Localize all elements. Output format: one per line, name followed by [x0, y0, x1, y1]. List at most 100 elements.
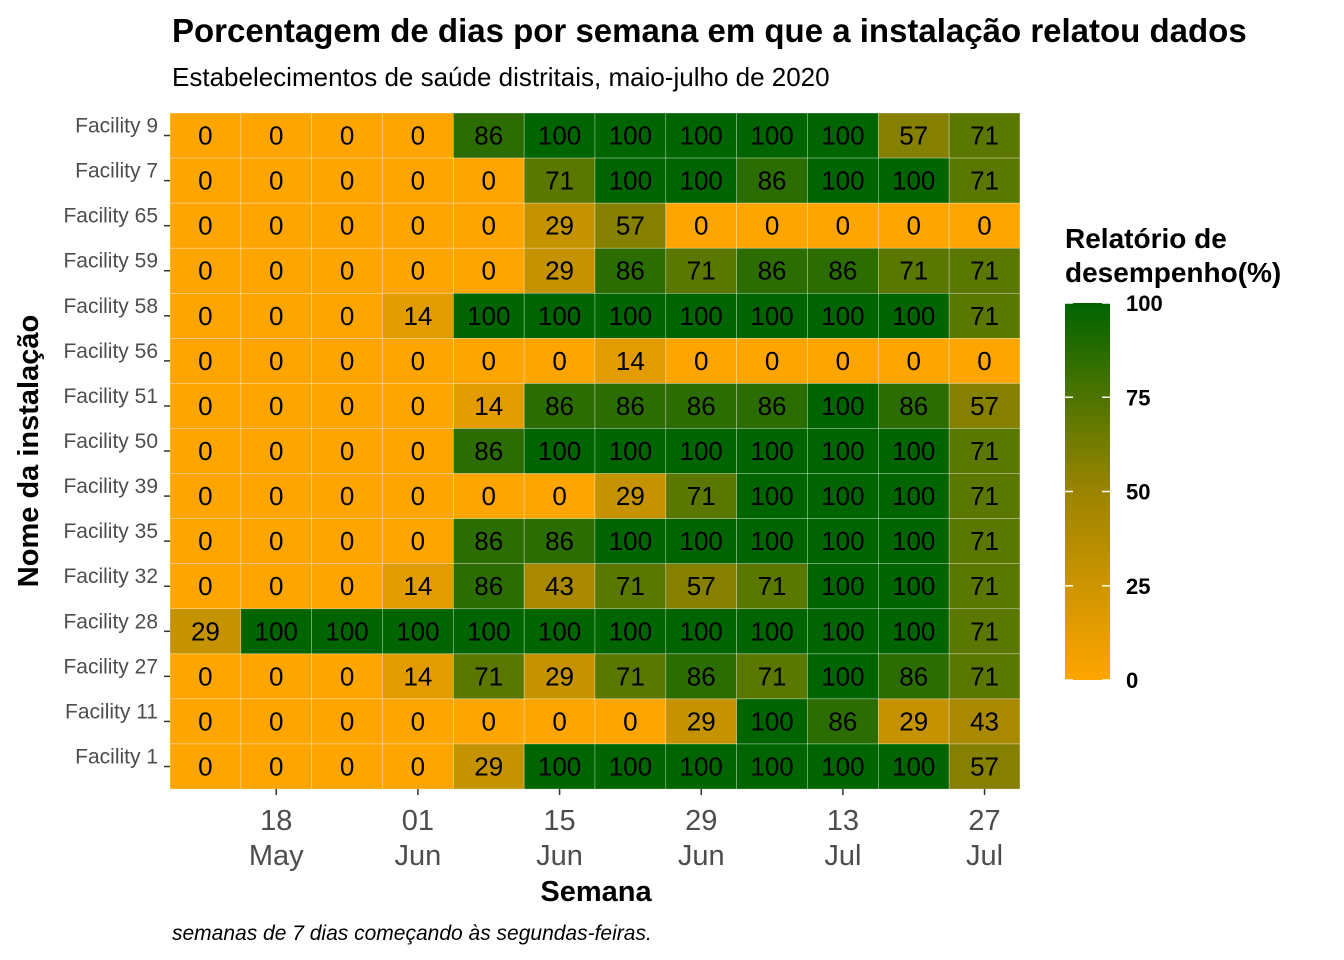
heatmap-cell [948, 743, 1021, 790]
heatmap-cell [807, 518, 879, 565]
cell-value-label: 0 [340, 211, 354, 241]
heatmap-cell [594, 202, 667, 249]
cell-value-label: 0 [340, 706, 354, 736]
y-tick-label: Facility 11 [65, 700, 158, 723]
heatmap-cell [948, 563, 1021, 610]
cell-value-label: 100 [821, 391, 864, 421]
heatmap-cell [877, 473, 950, 519]
cell-value-label: 71 [970, 301, 999, 331]
heatmap-cell [665, 428, 737, 474]
heatmap-cell [948, 698, 1021, 745]
cell-value-label: 71 [970, 661, 999, 691]
heatmap-cell [877, 743, 950, 790]
heatmap-cell [453, 383, 525, 429]
cell-value-label: 71 [474, 661, 503, 691]
cell-value-label: 100 [821, 571, 864, 601]
cell-value-label: 0 [482, 211, 496, 241]
cell-value-label: 0 [269, 301, 283, 331]
x-tick-label-month: Jul [824, 840, 861, 872]
cell-value-label: 0 [482, 481, 496, 511]
heatmap-cell [240, 743, 312, 790]
cell-value-label: 86 [758, 256, 787, 286]
heatmap-cell [453, 157, 525, 204]
cell-value-label: 100 [680, 526, 723, 556]
heatmap-cell [807, 473, 879, 519]
cell-value-label: 0 [482, 256, 496, 286]
heatmap-cell [736, 653, 808, 700]
heatmap-cell [311, 247, 383, 294]
cell-value-label: 0 [269, 436, 283, 466]
heatmap-cell [877, 247, 950, 294]
cell-value-label: 100 [609, 121, 652, 151]
heatmap-cell [594, 653, 667, 700]
x-tick-label-month: Jun [536, 840, 583, 872]
cell-value-label: 100 [750, 481, 793, 511]
heatmap-cell [594, 563, 667, 610]
color-legend: Relatório de desempenho(%) 100 75 50 25 0 [1065, 223, 1281, 693]
heatmap-cell [240, 428, 312, 474]
cell-value-label: 57 [899, 121, 928, 151]
cell-value-label: 71 [970, 526, 999, 556]
heatmap-cell [807, 698, 879, 745]
x-tick-label-month: May [249, 840, 304, 872]
cell-value-label: 0 [269, 571, 283, 601]
heatmap-cell [240, 563, 312, 610]
cell-value-label: 0 [269, 526, 283, 556]
heatmap-cell [453, 698, 525, 745]
heatmap-cell [169, 202, 242, 249]
cell-value-label: 0 [340, 526, 354, 556]
cell-value-label: 100 [750, 752, 793, 782]
cell-value-label: 86 [616, 256, 645, 286]
heatmap-cell [594, 743, 667, 790]
cell-value-label: 0 [340, 121, 354, 151]
cell-value-label: 0 [340, 481, 354, 511]
heatmap-cell [523, 653, 596, 700]
heatmap-cell [453, 743, 525, 790]
heatmap-cell [382, 112, 454, 159]
heatmap-cell [877, 698, 950, 745]
y-axis-title: Nome da instalação [13, 315, 45, 587]
heatmap-cell [736, 428, 808, 474]
cell-value-label: 100 [538, 301, 581, 331]
legend-tick-label: 100 [1126, 291, 1163, 316]
cell-value-label: 86 [474, 436, 503, 466]
cell-value-label: 71 [899, 256, 928, 286]
cell-value-label: 86 [545, 526, 574, 556]
x-tick-label-day: 18 [260, 805, 292, 837]
heatmap-cells [169, 112, 1021, 790]
heatmap-cell [948, 292, 1021, 339]
cell-value-label: 100 [680, 166, 723, 196]
heatmap-cell [240, 653, 312, 700]
cell-value-label: 0 [340, 571, 354, 601]
cell-value-label: 0 [198, 481, 212, 511]
cell-value-label: 0 [765, 346, 779, 376]
heatmap-cell [948, 608, 1021, 655]
heatmap-cell [736, 338, 808, 384]
cell-value-label: 0 [198, 166, 212, 196]
heatmap-cell [311, 338, 383, 384]
heatmap-cell [311, 653, 383, 700]
cell-value-label: 71 [970, 166, 999, 196]
heatmap-cell [453, 608, 525, 655]
x-tick-label-day: 29 [685, 805, 717, 837]
cell-value-label: 0 [340, 166, 354, 196]
cell-value-label: 100 [892, 166, 935, 196]
heatmap-cell [877, 157, 950, 204]
y-axis: Facility 9 Facility 7 Facility 65 Facility … [63, 115, 170, 769]
cell-value-label: 100 [467, 301, 510, 331]
cell-value-label: 100 [538, 616, 581, 646]
heatmap-cell [453, 428, 525, 474]
cell-value-label: 100 [609, 752, 652, 782]
cell-value-label: 14 [474, 391, 503, 421]
heatmap-cell [736, 518, 808, 565]
heatmap-cell [240, 608, 312, 655]
y-tick-label: Facility 7 [75, 160, 158, 183]
cell-value-label: 0 [198, 301, 212, 331]
heatmap-cell [382, 157, 454, 204]
cell-value-label: 71 [545, 166, 574, 196]
heatmap-cell [807, 338, 879, 384]
heatmap-cell [948, 202, 1021, 249]
cell-value-label: 100 [609, 526, 652, 556]
heatmap-cell [665, 563, 737, 610]
heatmap-cell [665, 698, 737, 745]
